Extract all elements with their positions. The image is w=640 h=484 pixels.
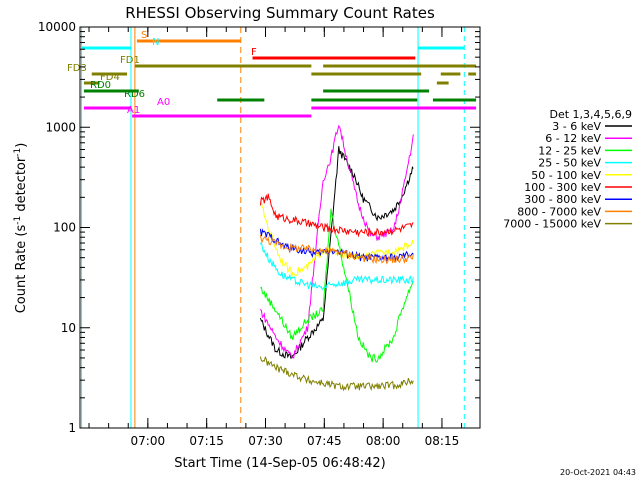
- chart-title: RHESSI Observing Summary Count Rates: [125, 4, 435, 22]
- y-tick-label: 1: [68, 421, 76, 435]
- legend-label: 12 - 25 keV: [538, 144, 601, 157]
- x-tick-label: 07:00: [131, 434, 166, 448]
- flag-label-f: F: [251, 47, 257, 58]
- legend-label: 300 - 800 keV: [524, 193, 601, 206]
- flag-label-fd4: FD4: [100, 72, 120, 83]
- series-line: [259, 193, 414, 238]
- y-axis-label: Count Rate (s-1 detector-1): [13, 143, 29, 314]
- y-tick-label: 100: [53, 221, 76, 235]
- y-axis-label-main: Count Rate (s: [14, 225, 29, 314]
- legend-label: 100 - 300 keV: [524, 181, 601, 194]
- legend-label: 3 - 6 keV: [552, 120, 601, 133]
- y-axis-label-end: ): [14, 143, 29, 148]
- flag-label-fd1: FD1: [120, 55, 140, 66]
- flag-label-rd0: RD0: [90, 80, 111, 91]
- timestamp: 20-Oct-2021 04:43: [560, 468, 636, 477]
- legend-title: Det 1,3,4,5,6,9: [549, 108, 632, 121]
- series-line: [259, 240, 414, 291]
- flag-label-a1: A1: [127, 105, 140, 116]
- series-layer: [259, 124, 414, 392]
- y-axis-label-mid: detector: [14, 156, 29, 216]
- x-axis-label: Start Time (14-Sep-05 06:48:42): [174, 456, 385, 471]
- series-line: [259, 200, 414, 278]
- legend-label: 6 - 12 keV: [545, 132, 601, 145]
- series-line: [260, 208, 414, 363]
- x-tick-label: 07:30: [248, 434, 283, 448]
- flag-label-s: S: [141, 30, 147, 41]
- flag-label-a0: A0: [157, 97, 170, 108]
- x-tick-label: 07:15: [189, 434, 224, 448]
- legend-label: 7000 - 15000 keV: [503, 218, 601, 231]
- x-tick-label: 08:15: [425, 434, 460, 448]
- x-tick-label: 07:45: [307, 434, 342, 448]
- series-line: [260, 124, 414, 359]
- x-axis: 07:00 07:15 07:30 07:45 08:00 08:15: [88, 27, 463, 448]
- legend-label: 800 - 7000 keV: [517, 205, 601, 218]
- y-tick-label: 1000: [45, 120, 76, 134]
- legend-label: 25 - 50 keV: [538, 157, 601, 170]
- y-tick-label: 10: [61, 321, 76, 335]
- flag-label-rd6: RD6: [124, 89, 145, 100]
- y-axis-label-sup2: -1: [13, 148, 23, 157]
- series-line: [259, 355, 414, 392]
- series-line: [259, 146, 414, 359]
- flag-label-fd3: FD3: [67, 63, 87, 74]
- y-axis-label-sup1: -1: [13, 216, 23, 225]
- x-tick-label: 08:00: [366, 434, 401, 448]
- legend-label: 50 - 100 keV: [531, 169, 601, 182]
- series-line: [259, 234, 414, 265]
- y-tick-label: 10000: [38, 20, 76, 34]
- y-axis: 1 10 100 1000 10000: [38, 20, 480, 435]
- flag-label-n: N: [152, 37, 159, 48]
- plot-area: [81, 27, 465, 428]
